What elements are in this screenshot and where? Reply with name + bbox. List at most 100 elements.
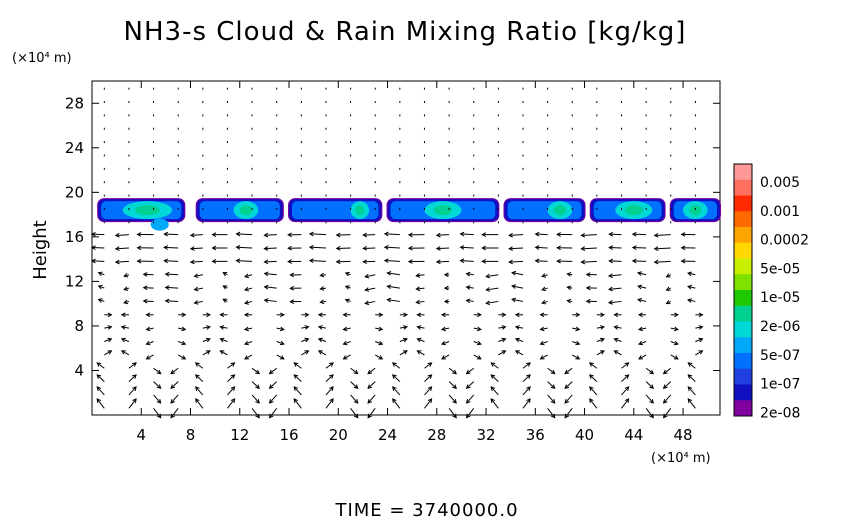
wind-arrow [375,341,383,345]
wind-arrow-head [649,369,655,375]
wind-arrow-head [631,258,637,264]
wind-arrow [547,381,556,389]
wind-arrow-head [205,337,211,343]
wind-arrow [269,381,278,389]
wind-arrow-head [556,245,561,251]
wind-arrow [645,408,654,418]
wind-arrow [190,234,203,236]
wind-arrow-head [687,386,693,391]
wind-arrow [498,326,506,329]
wind-arrow [670,354,679,360]
wind-arrow-head [653,232,659,238]
wind-arrow-head [687,271,693,277]
wind-arrow [236,246,253,249]
wind-arrow [424,386,432,396]
wind-arrow-head [550,413,556,419]
wind-arrow [244,354,253,360]
wind-arrow [264,272,277,276]
y-axis-label: Height [30,220,51,280]
wind-arrow-head [662,369,668,375]
wind-arrow-head [279,326,285,332]
colorbar-label: 5e-05 [760,261,800,277]
wind-arrow [540,327,548,330]
wind-arrow [399,326,408,329]
wind-arrow-head [575,355,581,360]
wind-arrow-head [287,259,292,264]
wind-arrow [522,398,531,409]
y-tick-label: 8 [74,317,84,335]
wind-arrow-head [649,398,654,404]
wind-arrow-head [440,340,447,346]
wind-arrow-head [97,271,103,277]
wind-arrow-head [534,231,540,237]
wind-arrow [663,394,672,404]
wind-arrow-head [156,384,162,389]
colorbar-swatch [734,305,752,322]
wind-arrow [581,247,597,250]
y-tick-label: 28 [65,94,84,112]
wind-arrow-head [189,246,195,251]
wind-arrow [309,260,326,262]
wind-arrow-head [427,362,433,367]
wind-arrow-head [219,350,225,355]
wind-arrow-head [687,284,693,290]
wind-arrow [170,367,179,374]
x-tick-label: 20 [329,426,348,444]
colorbar-label: 1e-05 [760,290,800,306]
wind-arrow-head [120,350,126,355]
wind-arrow [473,327,481,330]
wind-arrow [392,386,401,396]
wind-arrow-head [481,259,487,264]
wind-arrow [384,246,400,249]
wind-arrow-head [90,245,96,251]
wind-arrow-head [189,232,195,238]
wind-arrow [670,327,678,330]
wind-arrow-head [501,312,507,318]
wind-arrow [115,247,129,250]
wind-arrow-head [120,337,126,343]
wind-arrow-head [416,325,422,330]
wind-arrow-head [407,259,413,264]
wind-arrow-head [145,340,151,346]
cloud-core-peak [553,205,567,216]
wind-arrow [178,341,186,345]
wind-arrow-head [511,270,517,276]
wind-arrow-head [481,245,487,251]
wind-arrow-head [170,413,175,419]
wind-arrow [637,299,647,302]
wind-arrow-head [665,299,671,305]
wind-arrow-head [580,232,586,238]
wind-arrow-head [211,245,217,251]
wind-arrow-head [335,245,341,251]
wind-arrow-head [222,298,228,303]
wind-arrow-head [638,355,643,360]
x-tick-label: 40 [575,426,594,444]
wind-arrow-head [637,284,643,290]
x-tick-label: 28 [427,426,446,444]
wind-arrow-head [440,326,446,332]
wind-arrow-head [588,362,594,367]
wind-arrow [645,381,654,389]
colorbar-swatch [734,164,752,181]
wind-arrow-head [508,259,513,265]
wind-arrow [367,394,376,404]
wind-arrow [244,327,253,330]
wind-arrow-head [142,285,148,291]
wind-arrow-head [90,258,96,264]
wind-arrow-head [120,312,126,318]
wind-arrow [614,326,622,329]
wind-arrow [264,247,277,250]
colorbar-label: 1e-07 [760,377,800,393]
wind-arrow-head [335,232,341,238]
wind-arrow-head [631,245,637,251]
wind-arrow-head [575,340,581,346]
wind-arrow-head [386,284,392,290]
wind-arrow [104,326,112,329]
wind-arrow [164,260,179,262]
wind-arrow [264,260,277,263]
wind-arrow [535,260,548,262]
wind-arrow-head [403,312,409,318]
wind-arrow [522,374,531,382]
x-tick-label: 44 [624,426,643,444]
wind-arrow-head [194,374,200,379]
